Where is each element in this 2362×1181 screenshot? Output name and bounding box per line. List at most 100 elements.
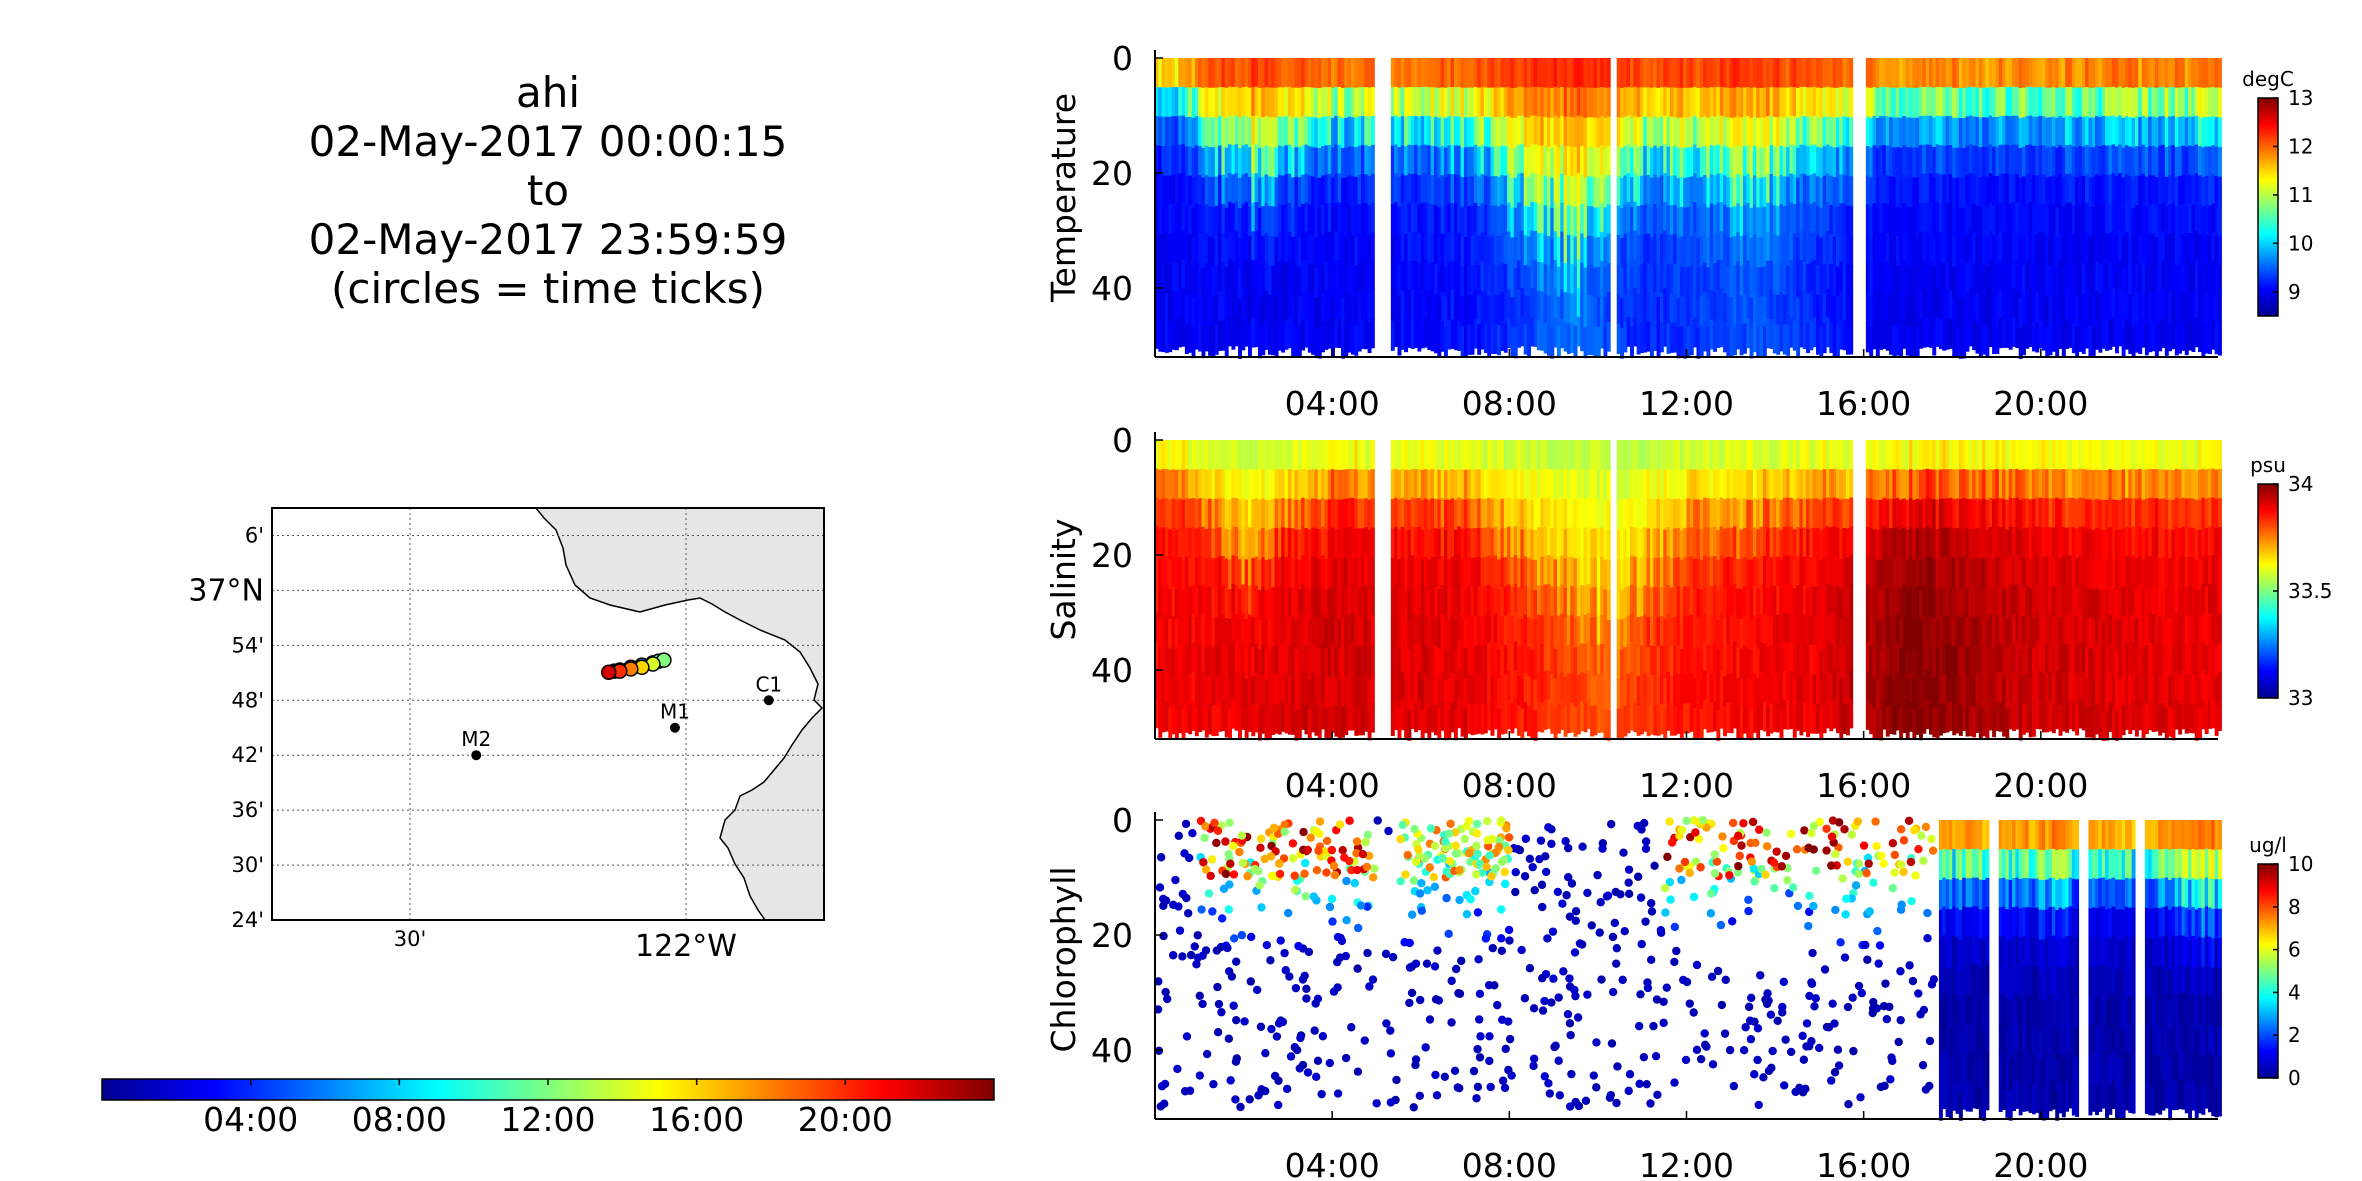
profile-cell (1228, 589, 1233, 620)
profile-cell (1895, 87, 1900, 119)
profile-cell (1653, 58, 1658, 89)
profile-cell (1965, 263, 1970, 294)
profile-cell (1168, 234, 1173, 265)
profile-cell (1543, 293, 1548, 325)
profile-cell (1161, 204, 1166, 235)
profile-cell (1174, 232, 1179, 263)
profile-cell (1251, 260, 1256, 290)
profile-cell (1992, 323, 1997, 355)
profile-cell (1832, 58, 1837, 89)
profile-cell (1899, 58, 1904, 89)
profile-cell (1204, 707, 1209, 738)
profile-cell (1394, 317, 1399, 348)
profile-cell (2184, 146, 2189, 178)
profile-cell (1267, 324, 1272, 355)
profile-cell (1899, 177, 1904, 209)
profile-cell (1201, 117, 1206, 149)
profile-cell (1822, 146, 1827, 177)
profile-cell (1497, 146, 1502, 178)
profile-cell (1211, 469, 1216, 500)
profile-cell (1194, 145, 1199, 176)
profile-cell (1630, 87, 1634, 119)
profile-cell (1158, 233, 1163, 264)
profile-cell (1155, 203, 1159, 233)
profile-cell (1211, 266, 1216, 297)
profile-cell (1563, 116, 1568, 147)
profile-cell (1649, 267, 1654, 299)
profile-cell (1251, 289, 1256, 319)
profile-cell (1404, 234, 1409, 265)
profile-cell (1507, 202, 1512, 233)
colorbar-tick-label: 10 (2288, 231, 2313, 255)
profile-cell (1161, 440, 1166, 470)
profile-cell (1241, 468, 1246, 499)
profile-cell (1819, 147, 1824, 179)
profile-cell (1600, 86, 1605, 117)
profile-cell (1483, 116, 1488, 148)
profile-cell (2038, 289, 2043, 320)
profile-cell (1676, 58, 1681, 89)
profile-cell (1234, 201, 1239, 232)
profile-cell (1404, 175, 1409, 206)
profile-cell (2134, 234, 2139, 265)
profile-cell (1696, 58, 1701, 89)
profile-cell (1626, 58, 1631, 88)
profile-cell (1503, 58, 1508, 89)
profile-cell (1693, 144, 1698, 175)
profile-cell (1360, 232, 1365, 262)
profile-cell (1985, 266, 1990, 297)
profile-cell (1556, 147, 1561, 179)
profile-cell (1596, 207, 1601, 238)
profile-cell (1317, 267, 1322, 299)
profile-cell (2201, 266, 2206, 297)
profile-cell (1201, 267, 1206, 299)
profile-cell (1198, 614, 1203, 645)
profile-cell (2144, 87, 2149, 119)
profile-cell (1822, 293, 1827, 324)
profile-cell (1161, 263, 1166, 294)
profile-cell (1819, 87, 1824, 119)
profile-cell (1945, 145, 1950, 176)
profile-cell (1938, 203, 1943, 233)
profile-cell (1184, 87, 1189, 118)
profile-cell (1367, 293, 1372, 324)
profile-cell (1224, 469, 1229, 501)
profile-cell (1699, 87, 1704, 119)
profile-cell (1636, 87, 1641, 118)
profile-cell (1158, 618, 1163, 649)
profile-cell (1580, 321, 1585, 352)
profile-cell (2031, 116, 2036, 147)
profile-cell (1337, 115, 1342, 146)
profile-cell (1191, 469, 1196, 499)
profile-cell (2214, 264, 2219, 296)
profile-cell (1274, 117, 1279, 149)
profile-cell (2141, 86, 2146, 117)
profile-cell (1703, 321, 1708, 352)
profile-cell (1427, 261, 1432, 292)
profile-cell (1909, 177, 1913, 208)
profile-cell (1706, 87, 1711, 119)
profile-cell (2041, 145, 2046, 176)
profile-cell (2208, 323, 2212, 354)
profile-cell (2078, 233, 2083, 264)
profile-cell (1171, 319, 1176, 350)
profile-cell (1995, 176, 2000, 207)
profile-cell (2141, 173, 2146, 204)
profile-cell (1297, 177, 1302, 208)
profile-cell (1354, 236, 1359, 267)
profile-cell (1490, 205, 1495, 236)
profile-cell (1590, 235, 1595, 267)
profile-cell (2198, 145, 2202, 177)
profile-cell (1570, 263, 1575, 295)
profile-cell (2085, 318, 2090, 349)
profile-cell (1885, 58, 1890, 88)
profile-cell (2174, 87, 2179, 119)
profile-cell (1211, 87, 1216, 119)
profile-cell (1357, 204, 1362, 235)
profile-cell (1756, 296, 1761, 328)
profile-cell (1749, 87, 1754, 119)
profile-cell (1733, 117, 1737, 148)
profile-cell (2045, 177, 2050, 208)
profile-cell (1600, 144, 1605, 175)
profile-cell (2075, 236, 2080, 268)
